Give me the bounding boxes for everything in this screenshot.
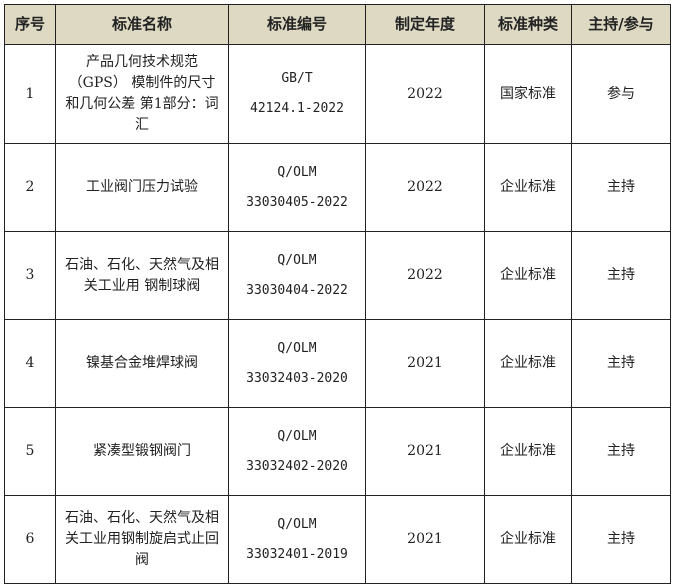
cell-role: 主持 (571, 495, 671, 584)
header-role: 主持/参与 (571, 4, 671, 45)
code-prefix: Q/OLM (277, 516, 317, 532)
table-row: 4 镍基合金堆焊球阀 Q/OLM 33032403-2020 2021 企业标准 主持 (4, 319, 671, 408)
header-row: 序号 标准名称 标准编号 制定年度 标准种类 主持/参与 (4, 4, 671, 45)
cell-year: 2021 (365, 319, 485, 408)
cell-name: 镍基合金堆焊球阀 (55, 319, 229, 408)
cell-code: GB/T 42124.1-2022 (228, 44, 366, 144)
cell-code: Q/OLM 33030405-2022 (228, 143, 366, 232)
code-number: 33032403-2020 (246, 370, 348, 386)
cell-type: 国家标准 (484, 44, 572, 144)
cell-type: 企业标准 (484, 407, 572, 496)
cell-code: Q/OLM 33032401-2019 (228, 495, 366, 584)
cell-role: 参与 (571, 44, 671, 144)
cell-role: 主持 (571, 231, 671, 320)
cell-role: 主持 (571, 407, 671, 496)
code-prefix: Q/OLM (277, 252, 317, 268)
cell-no: 3 (4, 231, 56, 320)
table-row: 2 工业阀门压力试验 Q/OLM 33030405-2022 2022 企业标准 主持 (4, 143, 671, 232)
cell-type: 企业标准 (484, 143, 572, 232)
cell-name: 石油、石化、天然气及相关工业用钢制旋启式止回阀 (55, 495, 229, 584)
cell-code: Q/OLM 33032403-2020 (228, 319, 366, 408)
cell-name: 石油、石化、天然气及相关工业用 钢制球阀 (55, 231, 229, 320)
code-prefix: Q/OLM (277, 164, 317, 180)
cell-role: 主持 (571, 319, 671, 408)
cell-type: 企业标准 (484, 495, 572, 584)
cell-year: 2021 (365, 407, 485, 496)
cell-name: 紧凑型锻钢阀门 (55, 407, 229, 496)
cell-year: 2021 (365, 495, 485, 584)
code-number: 33032402-2020 (246, 458, 348, 474)
cell-no: 5 (4, 407, 56, 496)
code-number: 33032401-2019 (246, 546, 348, 562)
header-no: 序号 (4, 4, 56, 45)
table-row: 5 紧凑型锻钢阀门 Q/OLM 33032402-2020 2021 企业标准 主持 (4, 407, 671, 496)
code-number: 42124.1-2022 (250, 101, 344, 116)
cell-year: 2022 (365, 44, 485, 144)
code-number: 33030405-2022 (246, 194, 348, 210)
cell-code: Q/OLM 33032402-2020 (228, 407, 366, 496)
table-row: 3 石油、石化、天然气及相关工业用 钢制球阀 Q/OLM 33030404-2022 2… (4, 231, 671, 320)
cell-no: 1 (4, 44, 56, 144)
cell-no: 4 (4, 319, 56, 408)
cell-no: 6 (4, 495, 56, 584)
code-prefix: Q/OLM (277, 340, 317, 356)
cell-year: 2022 (365, 231, 485, 320)
header-name: 标准名称 (55, 4, 229, 45)
header-type: 标准种类 (484, 4, 572, 45)
table-row: 6 石油、石化、天然气及相关工业用钢制旋启式止回阀 Q/OLM 33032401-20… (4, 495, 671, 584)
cell-no: 2 (4, 143, 56, 232)
table-row: 1 产品几何技术规范（GPS） 模制件的尺寸和几何公差 第1部分：词汇 GB/T 42… (4, 44, 671, 144)
code-prefix: Q/OLM (277, 428, 317, 444)
cell-type: 企业标准 (484, 231, 572, 320)
cell-year: 2022 (365, 143, 485, 232)
code-number: 33030404-2022 (246, 282, 348, 298)
cell-type: 企业标准 (484, 319, 572, 408)
cell-name: 工业阀门压力试验 (55, 143, 229, 232)
cell-code: Q/OLM 33030404-2022 (228, 231, 366, 320)
cell-role: 主持 (571, 143, 671, 232)
header-year: 制定年度 (365, 4, 485, 45)
standards-table: 序号 标准名称 标准编号 制定年度 标准种类 主持/参与 1 产品几何技术规范（G… (4, 4, 671, 584)
code-prefix: GB/T (281, 71, 313, 86)
cell-name: 产品几何技术规范（GPS） 模制件的尺寸和几何公差 第1部分：词汇 (55, 44, 229, 144)
header-code: 标准编号 (228, 4, 366, 45)
